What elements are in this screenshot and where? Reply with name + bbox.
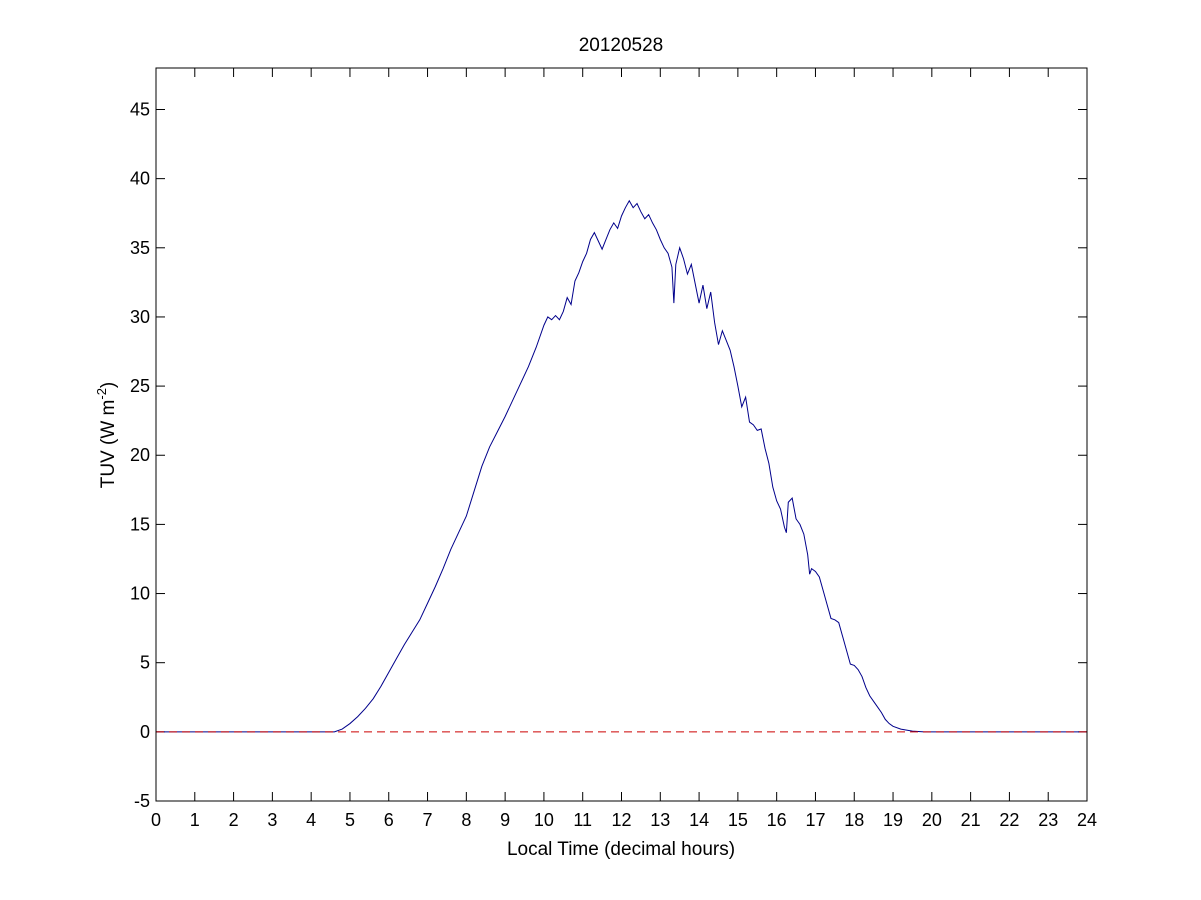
y-axis-title-main: TUV (W m: [98, 400, 119, 489]
x-tick-label: 23: [1038, 810, 1058, 830]
x-tick-label: 21: [961, 810, 981, 830]
x-tick-label: 6: [384, 810, 394, 830]
x-axis-title: Local Time (decimal hours): [507, 839, 735, 860]
x-tick-label: 2: [229, 810, 239, 830]
x-tick-label: 18: [844, 810, 864, 830]
y-axis-title-close: ): [98, 382, 119, 388]
y-tick-label: 25: [130, 376, 150, 396]
x-tick-label: 16: [767, 810, 787, 830]
y-tick-label: 20: [130, 445, 150, 465]
x-tick-label: 10: [534, 810, 554, 830]
y-axis-title: TUV (W m-2): [94, 382, 119, 489]
x-axis-ticks: 0 1 2 3 4 5 6 7 8 9 10 11 12 13 14 15 16 17 18 19 20 21 22 23 24: [151, 68, 1097, 830]
x-tick-label: 9: [500, 810, 510, 830]
x-tick-label: 8: [461, 810, 471, 830]
y-axis-ticks: -5 0 5 10 15 20 25 30 35 40 45: [130, 99, 1087, 811]
plot-background: [156, 68, 1087, 801]
y-axis-title-superscript: -2: [94, 388, 109, 400]
y-tick-label: -5: [134, 791, 150, 811]
x-tick-label: 4: [306, 810, 316, 830]
y-tick-label: 15: [130, 514, 150, 534]
x-tick-label: 12: [611, 810, 631, 830]
x-tick-label: 13: [650, 810, 670, 830]
y-tick-label: 10: [130, 584, 150, 604]
plot-frame: [155, 67, 1088, 802]
y-tick-label: 5: [140, 653, 150, 673]
x-tick-label: 15: [728, 810, 748, 830]
x-tick-label: 22: [999, 810, 1019, 830]
series-group: [156, 199, 1087, 733]
chart-title: 20120528: [579, 35, 664, 56]
x-tick-label: 5: [345, 810, 355, 830]
y-tick-label: 30: [130, 307, 150, 327]
x-tick-label: 17: [805, 810, 825, 830]
y-tick-label: 40: [130, 169, 150, 189]
x-tick-label: 11: [573, 810, 592, 830]
y-tick-label: 45: [130, 99, 150, 119]
x-tick-label: 7: [423, 810, 433, 830]
x-tick-label: 20: [922, 810, 942, 830]
x-tick-label: 1: [190, 810, 200, 830]
y-tick-label: 35: [130, 238, 150, 258]
x-tick-label: 24: [1077, 810, 1097, 830]
y-tick-label: 0: [140, 722, 150, 742]
x-tick-label: 14: [689, 810, 709, 830]
x-tick-label: 3: [267, 810, 277, 830]
tuv-series-line: [156, 199, 1087, 733]
x-tick-label: 19: [883, 810, 903, 830]
x-tick-label: 0: [151, 810, 161, 830]
